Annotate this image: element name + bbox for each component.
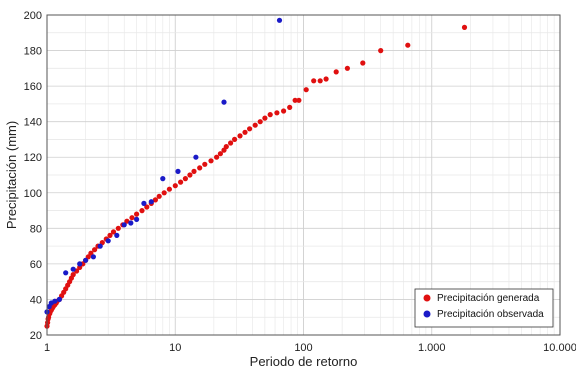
x-axis-title: Periodo de retorno [250,354,358,369]
point-generada [191,168,197,174]
tick-labels: 1 10 100 1.000 10.000 20 40 60 80 100 120 140 160 180… [24,10,576,354]
y-tick-label: 80 [30,223,42,235]
y-tick-label: 120 [24,152,42,164]
point-generada [144,204,150,210]
point-observada [160,176,166,182]
point-observada [63,270,69,276]
point-generada [274,110,280,116]
point-generada [152,197,158,203]
point-generada [461,24,468,30]
point-generada [70,272,76,278]
plot-frame [46,14,561,336]
point-generada [344,65,350,71]
x-tick-label: 100 [294,342,312,354]
point-generada [115,225,121,231]
point-generada [110,229,117,235]
point-observada [134,216,140,222]
point-observada [105,238,111,244]
point-observada [114,232,120,238]
point-generada [296,97,302,103]
x-tick-label: 1.000 [418,342,446,354]
legend: Precipitación generada Precipitación obs… [414,288,554,328]
x-tick-label: 1 [44,342,50,354]
x-tick-label: 10.000 [543,342,576,354]
y-tick-label: 40 [30,294,42,306]
point-generada [172,183,178,189]
point-generada [107,232,113,238]
point-generada [139,208,145,214]
y-axis-title: Precipitación (mm) [4,121,19,229]
point-generada [262,115,268,121]
y-tick-label: 140 [24,117,42,129]
point-generada [202,161,208,167]
point-generada [267,112,273,118]
point-observada [90,254,96,260]
point-generada [232,136,238,142]
point-observada [77,261,83,267]
point-generada [333,69,339,75]
point-generada [378,48,384,54]
point-generada [223,144,229,150]
point-generada [208,158,214,164]
point-observada [221,99,227,105]
point-generada [257,119,263,125]
point-generada [252,122,258,128]
point-generada [129,215,135,221]
point-generada [187,172,193,178]
y-tick-label: 200 [24,10,42,22]
y-tick-label: 20 [30,330,42,342]
y-tick-label: 180 [24,46,42,58]
point-generada [182,176,188,182]
point-generada [161,190,167,196]
legend-marker-generada [423,294,431,302]
point-observada [83,257,89,263]
point-generada [178,179,184,185]
point-generada [134,211,140,217]
point-generada [405,42,411,48]
point-generada [166,186,172,192]
point-observada [175,168,181,174]
point-observada [276,17,283,23]
legend-label-observada: Precipitación observada [437,309,544,320]
point-generada [156,193,162,199]
point-generada [287,104,293,110]
y-tick-label: 160 [24,81,42,93]
point-observada [128,220,134,226]
point-generada [124,218,130,224]
grid-lines [46,14,560,336]
point-generada [247,126,253,132]
point-observada [97,243,103,249]
point-generada [214,154,220,160]
legend-label-generada: Precipitación generada [437,293,540,304]
series-precipitacion-observada [44,17,283,315]
point-observada [52,298,58,304]
point-generada [228,140,234,146]
point-generada [292,97,298,103]
point-generada [360,60,366,66]
point-generada [85,254,91,260]
point-generada [311,78,317,84]
point-generada [323,76,329,82]
point-observada [56,296,63,302]
y-tick-label: 60 [30,259,42,271]
series-precipitacion-generada [44,24,468,329]
point-generada [242,129,248,135]
point-observada [193,154,199,160]
point-generada [281,108,287,114]
legend-box [414,288,554,328]
point-observada [70,266,76,272]
point-generada [92,247,98,253]
legend-marker-observada [423,310,431,318]
point-generada [237,133,243,139]
point-generada [217,151,223,157]
point-generada [317,78,323,84]
point-observada [141,200,147,206]
point-observada [121,222,127,228]
y-tick-label: 100 [24,188,42,200]
point-generada [197,165,203,171]
point-observada [148,199,154,205]
x-tick-label: 10 [169,342,181,354]
point-generada [303,87,309,93]
